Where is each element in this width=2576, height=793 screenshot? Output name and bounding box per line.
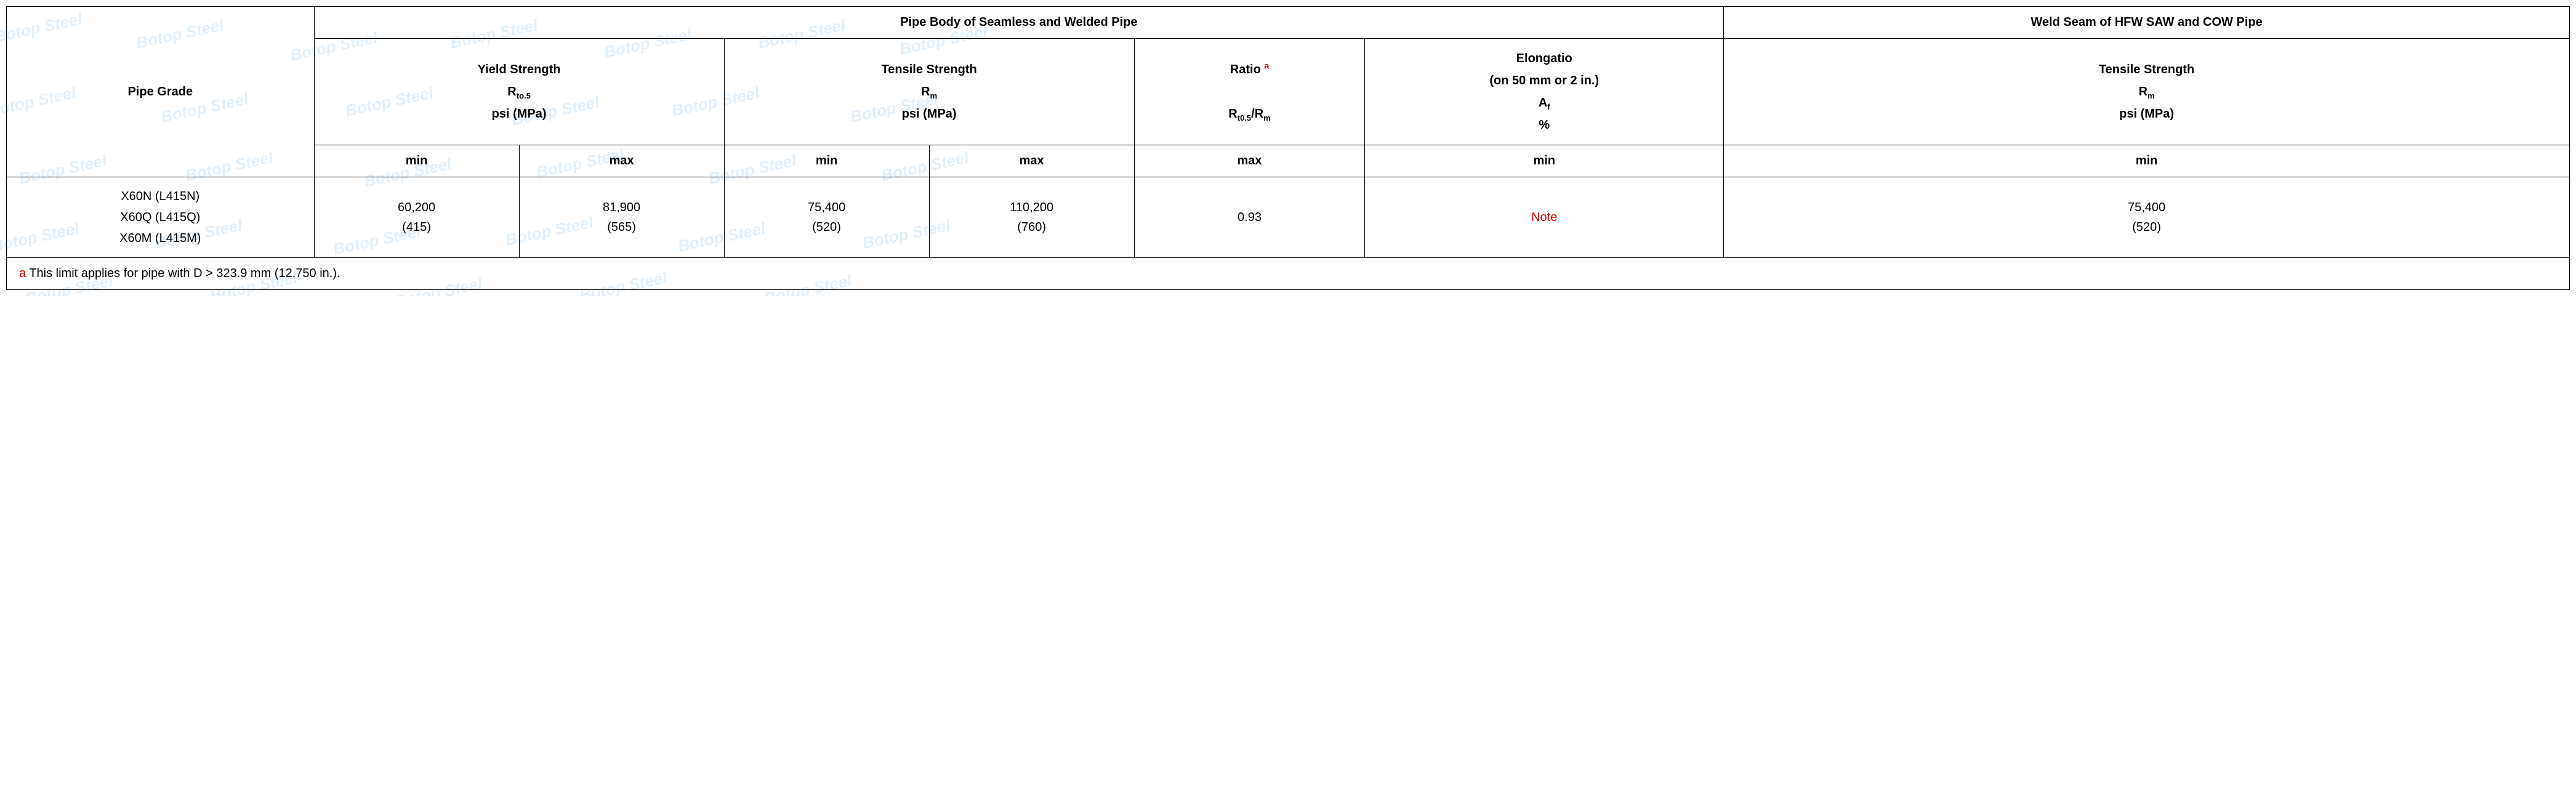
weld-tensile-sym: Rm	[2139, 85, 2155, 99]
header-row-2: Yield Strength Rto.5 psi (MPa) Tensile S…	[7, 39, 2570, 145]
ts-max-cell: 110,200(760)	[929, 177, 1134, 258]
col-span-body: Pipe Body of Seamless and Welded Pipe	[314, 7, 1724, 39]
elong-min-hdr: min	[1365, 145, 1724, 177]
ratio-label: Ratio a	[1230, 63, 1269, 76]
ys-min-hdr: min	[314, 145, 519, 177]
ratio-max-hdr: max	[1134, 145, 1365, 177]
ts-max-hdr: max	[929, 145, 1134, 177]
tensile-strength-label: Tensile Strength	[882, 63, 977, 76]
weld-tensile-label: Tensile Strength	[2099, 63, 2194, 76]
yield-units: psi (MPa)	[492, 107, 547, 121]
elong-line2: (on 50 mm or 2 in.)	[1489, 74, 1599, 87]
elong-pct: %	[1539, 118, 1550, 132]
weld-ts-cell: 75,400(520)	[1724, 177, 2570, 258]
pipe-spec-table: Pipe Grade Pipe Body of Seamless and Wel…	[6, 6, 2570, 290]
weld-units: psi (MPa)	[2119, 107, 2174, 121]
ys-max-hdr: max	[519, 145, 724, 177]
ratio-expr: Rt0.5/Rm	[1228, 107, 1270, 121]
data-row: X60N (L415N) X60Q (L415Q) X60M (L415M) 6…	[7, 177, 2570, 258]
tensile-units: psi (MPa)	[902, 107, 957, 121]
elong-sym: Af	[1539, 96, 1550, 110]
weld-min-hdr: min	[1724, 145, 2570, 177]
elong-label: Elongatio	[1516, 52, 1572, 65]
footnote-letter: a	[19, 267, 26, 280]
grade-3: X60M (L415M)	[119, 231, 201, 245]
grade-1: X60N (L415N)	[121, 190, 199, 203]
col-yield-strength: Yield Strength Rto.5 psi (MPa)	[314, 39, 724, 145]
col-tensile-strength: Tensile Strength Rm psi (MPa)	[724, 39, 1134, 145]
footnote-row: a This limit applies for pipe with D > 3…	[7, 258, 2570, 290]
footnote-text: This limit applies for pipe with D > 323…	[26, 267, 340, 280]
yield-strength-label: Yield Strength	[478, 63, 561, 76]
header-row-3: min max min max max min min	[7, 145, 2570, 177]
ys-max-cell: 81,900(565)	[519, 177, 724, 258]
col-pipe-grade: Pipe Grade	[7, 7, 315, 177]
yield-strength-sym: Rto.5	[507, 85, 531, 99]
col-elongation: Elongatio (on 50 mm or 2 in.) Af %	[1365, 39, 1724, 145]
header-row-1: Pipe Grade Pipe Body of Seamless and Wel…	[7, 7, 2570, 39]
col-span-weld: Weld Seam of HFW SAW and COW Pipe	[1724, 7, 2570, 39]
grade-cell: X60N (L415N) X60Q (L415Q) X60M (L415M)	[7, 177, 315, 258]
ts-min-cell: 75,400(520)	[724, 177, 929, 258]
elong-cell: Note	[1365, 177, 1724, 258]
ys-min-cell: 60,200(415)	[314, 177, 519, 258]
grade-2: X60Q (L415Q)	[120, 211, 200, 224]
ts-min-hdr: min	[724, 145, 929, 177]
col-weld-tensile: Tensile Strength Rm psi (MPa)	[1724, 39, 2570, 145]
ratio-cell: 0.93	[1134, 177, 1365, 258]
tensile-strength-sym: Rm	[921, 85, 937, 99]
col-ratio: Ratio a Rt0.5/Rm	[1134, 39, 1365, 145]
footnote-cell: a This limit applies for pipe with D > 3…	[7, 258, 2570, 290]
